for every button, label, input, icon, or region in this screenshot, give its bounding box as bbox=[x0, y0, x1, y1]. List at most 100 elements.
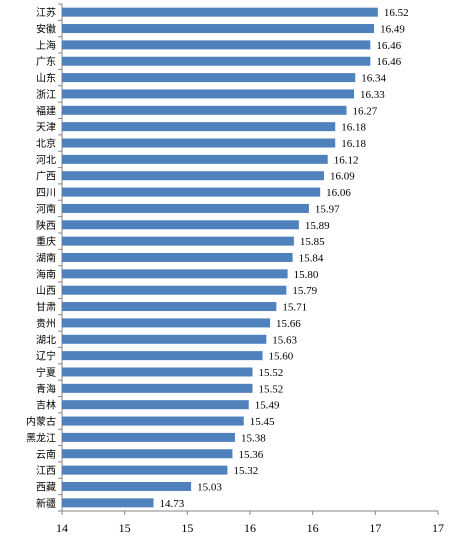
x-tick-label: 15 bbox=[119, 521, 131, 535]
x-axis-ticks: 14 15 15 16 16 17 17 bbox=[56, 511, 444, 535]
category-label: 天津 bbox=[36, 122, 56, 134]
category-label: 宁夏 bbox=[36, 366, 56, 379]
bar-3 bbox=[62, 56, 371, 66]
value-label: 16.12 bbox=[334, 154, 359, 166]
value-label: 15.38 bbox=[241, 432, 266, 444]
value-label: 15.84 bbox=[299, 253, 324, 265]
category-label: 内蒙古 bbox=[26, 415, 56, 428]
category-label: 陕西 bbox=[36, 219, 56, 232]
value-label: 16.09 bbox=[330, 171, 355, 183]
value-label: 15.79 bbox=[292, 285, 317, 297]
value-label: 16.34 bbox=[361, 73, 386, 85]
value-label: 16.49 bbox=[380, 24, 405, 36]
value-label: 15.85 bbox=[300, 236, 325, 248]
category-label: 重庆 bbox=[36, 235, 56, 248]
value-label: 16.33 bbox=[360, 89, 385, 101]
bar-6 bbox=[62, 105, 347, 115]
bar-16 bbox=[62, 269, 288, 279]
category-label: 新疆 bbox=[36, 497, 56, 510]
category-label: 江苏 bbox=[36, 6, 56, 19]
category-label: 北京 bbox=[36, 137, 56, 150]
value-label: 16.46 bbox=[376, 56, 401, 68]
bar-24 bbox=[62, 400, 249, 410]
x-tick-label: 16 bbox=[307, 521, 319, 535]
value-label: 15.32 bbox=[233, 465, 258, 477]
bar-23 bbox=[62, 383, 253, 393]
value-label: 15.66 bbox=[276, 318, 301, 330]
category-label: 海南 bbox=[36, 268, 56, 281]
bar-22 bbox=[62, 367, 253, 377]
category-label: 安徽 bbox=[36, 23, 56, 36]
bar-30 bbox=[62, 498, 154, 508]
category-label: 辽宁 bbox=[36, 350, 56, 363]
category-label: 青海 bbox=[36, 382, 56, 395]
category-label: 河南 bbox=[36, 202, 56, 215]
value-label: 15.52 bbox=[259, 367, 284, 379]
category-label: 吉林 bbox=[36, 399, 56, 412]
category-label: 黑龙江 bbox=[26, 431, 56, 444]
category-label: 江西 bbox=[36, 465, 56, 477]
bar-20 bbox=[62, 334, 267, 344]
value-label: 16.18 bbox=[341, 138, 366, 150]
value-label: 16.27 bbox=[353, 105, 378, 117]
category-label: 山西 bbox=[36, 285, 56, 297]
bar-7 bbox=[62, 122, 336, 132]
value-label: 16.18 bbox=[341, 122, 366, 134]
value-label: 15.71 bbox=[282, 302, 307, 314]
bar-27 bbox=[62, 449, 233, 459]
category-label: 山东 bbox=[36, 72, 56, 85]
value-label: 16.46 bbox=[376, 40, 401, 52]
bar-9 bbox=[62, 154, 328, 164]
category-label: 上海 bbox=[36, 39, 56, 52]
bar-4 bbox=[62, 73, 356, 83]
x-tick-label: 15 bbox=[181, 521, 193, 535]
category-label: 贵州 bbox=[36, 317, 56, 330]
category-label: 浙江 bbox=[36, 89, 56, 101]
value-label: 15.03 bbox=[197, 481, 222, 493]
value-label: 15.89 bbox=[305, 220, 330, 232]
x-tick-label: 16 bbox=[244, 521, 256, 535]
bar-14 bbox=[62, 236, 294, 246]
category-label: 福建 bbox=[36, 104, 56, 117]
bar-26 bbox=[62, 432, 235, 442]
category-labels: 江苏安徽上海广东山东浙江福建天津北京河北广西四川河南陕西重庆湖南海南山西甘肃贵州… bbox=[26, 6, 56, 510]
value-label: 15.80 bbox=[294, 269, 319, 281]
bar-1 bbox=[62, 24, 375, 34]
category-label: 西藏 bbox=[36, 481, 56, 493]
bar-28 bbox=[62, 465, 228, 475]
bar-12 bbox=[62, 203, 309, 213]
bars bbox=[62, 7, 378, 508]
bar-19 bbox=[62, 318, 271, 328]
category-label: 云南 bbox=[36, 448, 56, 461]
category-label: 广西 bbox=[36, 171, 56, 183]
category-label: 湖南 bbox=[36, 252, 56, 265]
category-label: 湖北 bbox=[36, 334, 56, 346]
value-label: 14.73 bbox=[159, 498, 184, 510]
value-label: 15.49 bbox=[255, 400, 280, 412]
bar-11 bbox=[62, 187, 321, 197]
bar-18 bbox=[62, 302, 277, 312]
bar-5 bbox=[62, 89, 355, 99]
bar-25 bbox=[62, 416, 244, 426]
category-label: 河北 bbox=[36, 154, 56, 166]
x-tick-label: 17 bbox=[369, 521, 381, 535]
bar-0 bbox=[62, 7, 378, 17]
bar-29 bbox=[62, 481, 192, 491]
value-label: 16.52 bbox=[384, 7, 409, 19]
value-label: 15.60 bbox=[269, 351, 294, 363]
category-label: 甘肃 bbox=[36, 301, 56, 314]
bar-15 bbox=[62, 253, 293, 262]
bar-10 bbox=[62, 171, 324, 181]
x-tick-label: 14 bbox=[56, 521, 68, 535]
value-label: 16.06 bbox=[326, 187, 351, 199]
value-label: 15.63 bbox=[272, 334, 297, 346]
bar-13 bbox=[62, 220, 299, 230]
value-label: 15.36 bbox=[238, 449, 263, 461]
bar-17 bbox=[62, 285, 287, 295]
bar-2 bbox=[62, 40, 371, 50]
value-label: 15.97 bbox=[315, 203, 340, 215]
bar-8 bbox=[62, 138, 336, 148]
bar-21 bbox=[62, 351, 263, 361]
value-label: 15.45 bbox=[250, 416, 275, 428]
